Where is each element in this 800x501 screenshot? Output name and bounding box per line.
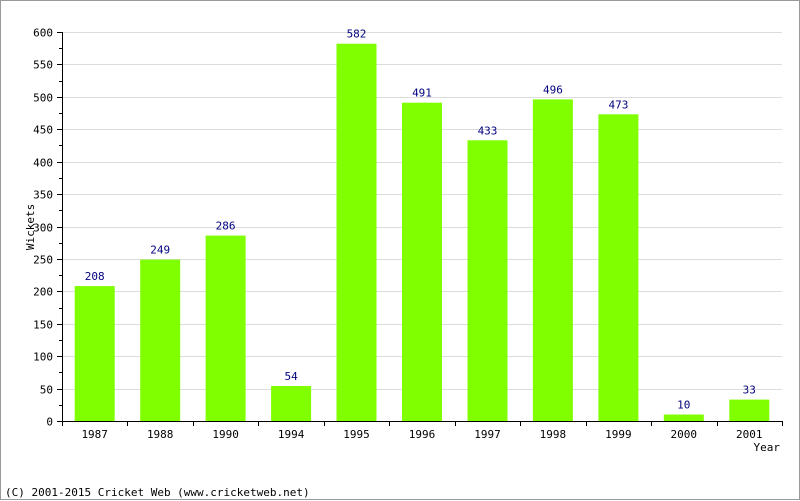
data-label-1997: 433 (478, 124, 498, 137)
y-tick-label: 150 (33, 319, 53, 332)
bar-2001 (729, 399, 770, 421)
bar-1995 (336, 43, 377, 421)
data-label-2000: 10 (677, 399, 690, 412)
data-label-1994: 54 (284, 370, 298, 383)
y-tick-label: 0 (46, 416, 53, 429)
data-label-1988: 249 (150, 244, 170, 257)
x-tick-label: 2001 (736, 428, 763, 441)
bar-2000 (663, 414, 704, 421)
x-tick-label: 1999 (605, 428, 632, 441)
bar-1994 (271, 386, 312, 421)
data-labels: 208 249 286 54 582 491 433 496 473 10 33 (85, 28, 756, 412)
y-tick-labels: 0 50 100 150 200 250 300 350 400 450 500 550 600 (33, 27, 53, 429)
x-tick-label: 1987 (81, 428, 108, 441)
x-tick-label: 1997 (474, 428, 501, 441)
data-label-1999: 473 (608, 98, 628, 111)
bar-1997 (467, 140, 508, 422)
y-tick-label: 100 (33, 351, 53, 364)
bar-1996 (402, 102, 442, 421)
data-label-1990: 286 (216, 220, 236, 233)
x-tick-label: 1988 (147, 428, 174, 441)
bar-1990 (205, 235, 246, 421)
data-label-2001: 33 (743, 384, 756, 397)
bar-1999 (598, 114, 639, 422)
y-tick-label: 350 (33, 189, 53, 202)
y-tick-label: 50 (40, 384, 53, 397)
bar-1998 (532, 99, 573, 422)
y-tick-label: 550 (33, 59, 53, 72)
y-tick-label: 200 (33, 286, 53, 299)
data-label-1987: 208 (85, 270, 105, 283)
x-tick-label: 2000 (671, 428, 698, 441)
data-label-1996: 491 (412, 87, 432, 100)
bar-1988 (140, 259, 181, 421)
bar-1987 (74, 286, 115, 421)
data-label-1995: 582 (347, 28, 367, 41)
x-axis-title: Year (754, 441, 781, 454)
x-tick-label: 1998 (540, 428, 567, 441)
y-tick-label: 600 (33, 27, 53, 40)
y-tick-label: 300 (33, 222, 53, 235)
x-tick-label: 1990 (212, 428, 239, 441)
y-axis-title: Wickets (24, 204, 37, 250)
x-tick-label: 1994 (278, 428, 305, 441)
x-tick-label: 1996 (409, 428, 436, 441)
y-tick-label: 500 (33, 92, 53, 105)
y-tick-label: 250 (33, 254, 53, 267)
y-tick-label: 450 (33, 124, 53, 137)
y-tick-label: 400 (33, 157, 53, 170)
bars (74, 43, 770, 422)
axes (57, 32, 783, 426)
x-tick-labels: 1987 1988 1990 1994 1995 1996 1997 1998 1999 2000… (81, 428, 762, 441)
x-tick-label: 1995 (343, 428, 370, 441)
data-label-1998: 496 (543, 83, 563, 96)
copyright-footer: (C) 2001-2015 Cricket Web (www.cricketwe… (5, 486, 310, 499)
